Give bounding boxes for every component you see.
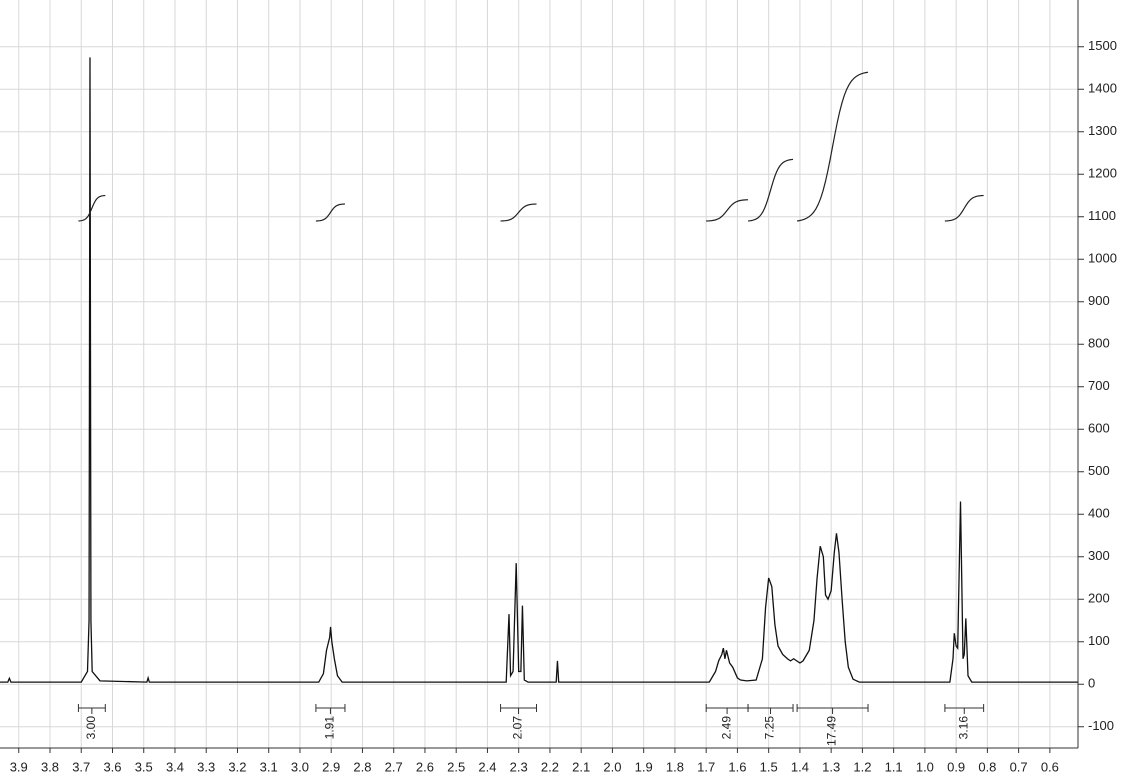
integral-bracket [747, 704, 794, 714]
y-tick-label: 100 [1088, 633, 1110, 648]
x-tick-label: 3.6 [103, 759, 121, 774]
x-tick-label: 2.3 [510, 759, 528, 774]
x-tick-label: 3.8 [41, 759, 59, 774]
x-tick-label: 2.6 [416, 759, 434, 774]
y-tick-label: 1500 [1088, 38, 1117, 53]
x-tick-label: 3.0 [291, 759, 309, 774]
y-tick-label: 800 [1088, 336, 1110, 351]
y-tick-label: 900 [1088, 293, 1110, 308]
integral-bracket [500, 704, 537, 714]
x-tick-label: 1.7 [697, 759, 715, 774]
y-tick-label: 0 [1088, 676, 1095, 691]
x-tick-label: 1.9 [635, 759, 653, 774]
x-tick-label: 3.4 [166, 759, 184, 774]
x-tick-label: 2.0 [603, 759, 621, 774]
y-tick-label: 200 [1088, 591, 1110, 606]
integral-label: 2.49 [719, 716, 733, 740]
integral-bracket [77, 704, 106, 714]
x-tick-label: 2.2 [541, 759, 559, 774]
x-tick-label: 2.8 [353, 759, 371, 774]
x-tick-label: 2.7 [385, 759, 403, 774]
x-tick-label: 3.2 [228, 759, 246, 774]
spectrum-line [0, 57, 1078, 683]
y-tick-label: 400 [1088, 506, 1110, 521]
x-tick-label: 3.3 [197, 759, 215, 774]
x-tick-label: 2.4 [478, 759, 496, 774]
x-tick-label: 3.9 [10, 759, 28, 774]
y-tick-label: 700 [1088, 378, 1110, 393]
x-tick-label: 1.5 [760, 759, 778, 774]
x-tick-label: 2.9 [322, 759, 340, 774]
integral-bracket [315, 704, 346, 714]
y-tick-label: 1000 [1088, 251, 1117, 266]
x-tick-label: 2.1 [572, 759, 590, 774]
y-tick-label: 1200 [1088, 166, 1117, 181]
x-tick-label: 0.8 [978, 759, 996, 774]
x-tick-label: 0.7 [1010, 759, 1028, 774]
integral-curve [78, 194, 106, 222]
integral-curve [315, 203, 345, 222]
x-tick-label: 1.3 [822, 759, 840, 774]
integral-curve [747, 158, 794, 222]
y-tick-label: 1400 [1088, 81, 1117, 96]
y-tick-label: 600 [1088, 421, 1110, 436]
integral-curve [500, 203, 537, 222]
x-tick-label: 1.2 [853, 759, 871, 774]
integral-label: 3.00 [84, 716, 98, 740]
integral-curve [706, 199, 749, 222]
integral-curve [944, 194, 984, 222]
x-tick-label: 0.9 [947, 759, 965, 774]
x-tick-label: 1.4 [791, 759, 809, 774]
x-tick-label: 3.1 [260, 759, 278, 774]
integral-curve [796, 71, 869, 222]
y-tick-label: 300 [1088, 548, 1110, 563]
integral-label: 7.25 [763, 716, 777, 740]
x-tick-label: 1.6 [728, 759, 746, 774]
y-tick-label: 1300 [1088, 123, 1117, 138]
y-tick-label: 500 [1088, 463, 1110, 478]
x-tick-label: 1.1 [885, 759, 903, 774]
x-tick-label: 1.8 [666, 759, 684, 774]
x-tick-label: 3.7 [72, 759, 90, 774]
integral-bracket [944, 704, 985, 714]
y-tick-label: -100 [1088, 718, 1114, 733]
integral-label: 3.16 [956, 716, 970, 740]
x-tick-label: 3.5 [135, 759, 153, 774]
x-tick-label: 1.0 [916, 759, 934, 774]
x-tick-label: 2.5 [447, 759, 465, 774]
integral-bracket [796, 704, 869, 714]
integral-label: 2.07 [511, 716, 525, 740]
integral-bracket [705, 704, 749, 714]
x-tick-label: 0.6 [1041, 759, 1059, 774]
y-tick-label: 1100 [1088, 208, 1116, 223]
integral-label: 17.49 [825, 716, 839, 746]
integral-label: 1.91 [323, 716, 337, 740]
